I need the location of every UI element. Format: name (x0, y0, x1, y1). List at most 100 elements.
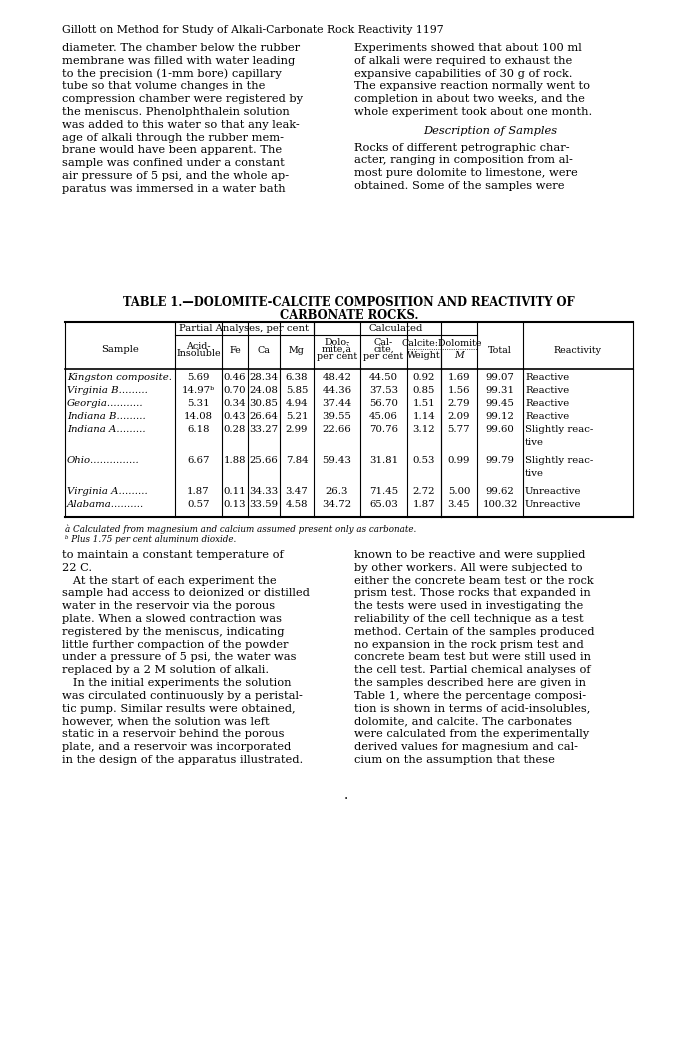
Text: dolomite, and calcite. The carbonates: dolomite, and calcite. The carbonates (354, 717, 572, 726)
Text: completion in about two weeks, and the: completion in about two weeks, and the (354, 94, 585, 105)
Text: in the design of the apparatus illustrated.: in the design of the apparatus illustrat… (62, 755, 303, 765)
Text: 4.94: 4.94 (285, 398, 308, 408)
Text: Dolo-: Dolo- (324, 338, 350, 347)
Text: 28.34: 28.34 (249, 373, 278, 382)
Text: Reactive: Reactive (525, 398, 569, 408)
Text: 2.09: 2.09 (448, 412, 470, 421)
Text: most pure dolomite to limestone, were: most pure dolomite to limestone, were (354, 168, 578, 179)
Text: 0.70: 0.70 (224, 386, 246, 395)
Text: Mg: Mg (289, 346, 305, 355)
Text: 0.46: 0.46 (224, 373, 246, 382)
Text: air pressure of 5 psi, and the whole ap-: air pressure of 5 psi, and the whole ap- (62, 171, 289, 181)
Text: 56.70: 56.70 (369, 398, 398, 408)
Text: water in the reservoir via the porous: water in the reservoir via the porous (62, 601, 275, 611)
Text: of alkali were required to exhaust the: of alkali were required to exhaust the (354, 56, 572, 66)
Text: Experiments showed that about 100 ml: Experiments showed that about 100 ml (354, 43, 582, 53)
Text: acter, ranging in composition from al-: acter, ranging in composition from al- (354, 155, 573, 165)
Text: 4.58: 4.58 (286, 500, 308, 509)
Text: 3.12: 3.12 (413, 425, 435, 434)
Text: 26.3: 26.3 (325, 487, 348, 496)
Text: membrane was filled with water leading: membrane was filled with water leading (62, 56, 295, 66)
Text: Georgia...........: Georgia........... (67, 398, 144, 408)
Text: 99.07: 99.07 (486, 373, 514, 382)
Text: Ohio...............: Ohio............... (67, 456, 140, 465)
Text: Rocks of different petrographic char-: Rocks of different petrographic char- (354, 143, 569, 152)
Text: per cent: per cent (363, 352, 404, 361)
Text: 31.81: 31.81 (369, 456, 398, 465)
Text: 99.62: 99.62 (486, 487, 514, 496)
Text: Table 1, where the percentage composi-: Table 1, where the percentage composi- (354, 691, 586, 701)
Text: 39.55: 39.55 (323, 412, 352, 421)
Text: 0.43: 0.43 (224, 412, 246, 421)
Text: 34.72: 34.72 (323, 500, 352, 509)
Text: 5.00: 5.00 (448, 487, 470, 496)
Text: Slightly reac-: Slightly reac- (525, 456, 594, 465)
Text: 33.59: 33.59 (249, 500, 278, 509)
Text: Partial Analyses, per cent: Partial Analyses, per cent (180, 324, 310, 333)
Text: tube so that volume changes in the: tube so that volume changes in the (62, 81, 265, 91)
Text: expansive capabilities of 30 g of rock.: expansive capabilities of 30 g of rock. (354, 69, 573, 78)
Text: the cell test. Partial chemical analyses of: the cell test. Partial chemical analyses… (354, 665, 591, 675)
Text: 0.92: 0.92 (413, 373, 435, 382)
Text: 25.66: 25.66 (249, 456, 278, 465)
Text: tive: tive (525, 469, 544, 478)
Text: 1.69: 1.69 (448, 373, 471, 382)
Text: ᵇ Plus 1.75 per cent aluminum dioxide.: ᵇ Plus 1.75 per cent aluminum dioxide. (65, 535, 236, 544)
Text: by other workers. All were subjected to: by other workers. All were subjected to (354, 562, 583, 573)
Text: Slightly reac-: Slightly reac- (525, 425, 594, 434)
Text: 99.60: 99.60 (486, 425, 514, 434)
Text: replaced by a 2 Μ solution of alkali.: replaced by a 2 Μ solution of alkali. (62, 665, 269, 675)
Text: reliability of the cell technique as a test: reliability of the cell technique as a t… (354, 614, 584, 624)
Text: 100.32: 100.32 (482, 500, 518, 509)
Text: 1.51: 1.51 (413, 398, 435, 408)
Text: 65.03: 65.03 (369, 500, 398, 509)
Text: The expansive reaction normally went to: The expansive reaction normally went to (354, 81, 590, 91)
Text: either the concrete beam test or the rock: either the concrete beam test or the roc… (354, 576, 594, 586)
Text: 30.85: 30.85 (249, 398, 278, 408)
Text: plate, and a reservoir was incorporated: plate, and a reservoir was incorporated (62, 742, 291, 752)
Text: 99.79: 99.79 (486, 456, 514, 465)
Text: 33.27: 33.27 (249, 425, 278, 434)
Text: Reactivity: Reactivity (554, 346, 602, 355)
Text: Gillott on Method for Study of Alkali-Carbonate Rock Reactivity 1197: Gillott on Method for Study of Alkali-Ca… (62, 25, 444, 35)
Text: 5.69: 5.69 (187, 373, 209, 382)
Text: static in a reservoir behind the porous: static in a reservoir behind the porous (62, 729, 285, 739)
Text: Cal-: Cal- (374, 338, 393, 347)
Text: compression chamber were registered by: compression chamber were registered by (62, 94, 303, 105)
Text: Sample: Sample (101, 345, 139, 354)
Text: sample had access to deionized or distilled: sample had access to deionized or distil… (62, 589, 310, 598)
Text: cium on the assumption that these: cium on the assumption that these (354, 755, 555, 765)
Text: 1.88: 1.88 (224, 456, 246, 465)
Text: prism test. Those rocks that expanded in: prism test. Those rocks that expanded in (354, 589, 591, 598)
Text: 5.77: 5.77 (448, 425, 471, 434)
Text: 6.38: 6.38 (286, 373, 308, 382)
Text: Calculated: Calculated (368, 324, 423, 333)
Text: 0.99: 0.99 (448, 456, 470, 465)
Text: the samples described here are given in: the samples described here are given in (354, 678, 586, 688)
Text: 24.08: 24.08 (249, 386, 278, 395)
Text: Unreactive: Unreactive (525, 487, 582, 496)
Text: sample was confined under a constant: sample was confined under a constant (62, 159, 285, 168)
Text: à Calculated from magnesium and calcium assumed present only as carbonate.: à Calculated from magnesium and calcium … (65, 524, 416, 534)
Text: 2.79: 2.79 (448, 398, 471, 408)
Text: the meniscus. Phenolphthalein solution: the meniscus. Phenolphthalein solution (62, 107, 290, 117)
Text: diameter. The chamber below the rubber: diameter. The chamber below the rubber (62, 43, 300, 53)
Text: tive: tive (525, 438, 544, 447)
Text: mite,à: mite,à (322, 345, 352, 354)
Text: 0.57: 0.57 (187, 500, 210, 509)
Text: tic pump. Similar results were obtained,: tic pump. Similar results were obtained, (62, 704, 296, 713)
Text: 2.72: 2.72 (413, 487, 435, 496)
Text: 1.87: 1.87 (413, 500, 435, 509)
Text: obtained. Some of the samples were: obtained. Some of the samples were (354, 181, 565, 191)
Text: 0.11: 0.11 (224, 487, 246, 496)
Text: 5.31: 5.31 (187, 398, 210, 408)
Text: Reactive: Reactive (525, 412, 569, 421)
Text: was circulated continuously by a peristal-: was circulated continuously by a perista… (62, 691, 303, 701)
Text: age of alkali through the rubber mem-: age of alkali through the rubber mem- (62, 132, 284, 143)
Text: In the initial experiments the solution: In the initial experiments the solution (62, 678, 292, 688)
Text: 14.97ᵇ: 14.97ᵇ (182, 386, 215, 395)
Text: Reactive: Reactive (525, 386, 569, 395)
Text: concrete beam test but were still used in: concrete beam test but were still used i… (354, 652, 591, 663)
Text: 22 C.: 22 C. (62, 562, 92, 573)
Text: 70.76: 70.76 (369, 425, 398, 434)
